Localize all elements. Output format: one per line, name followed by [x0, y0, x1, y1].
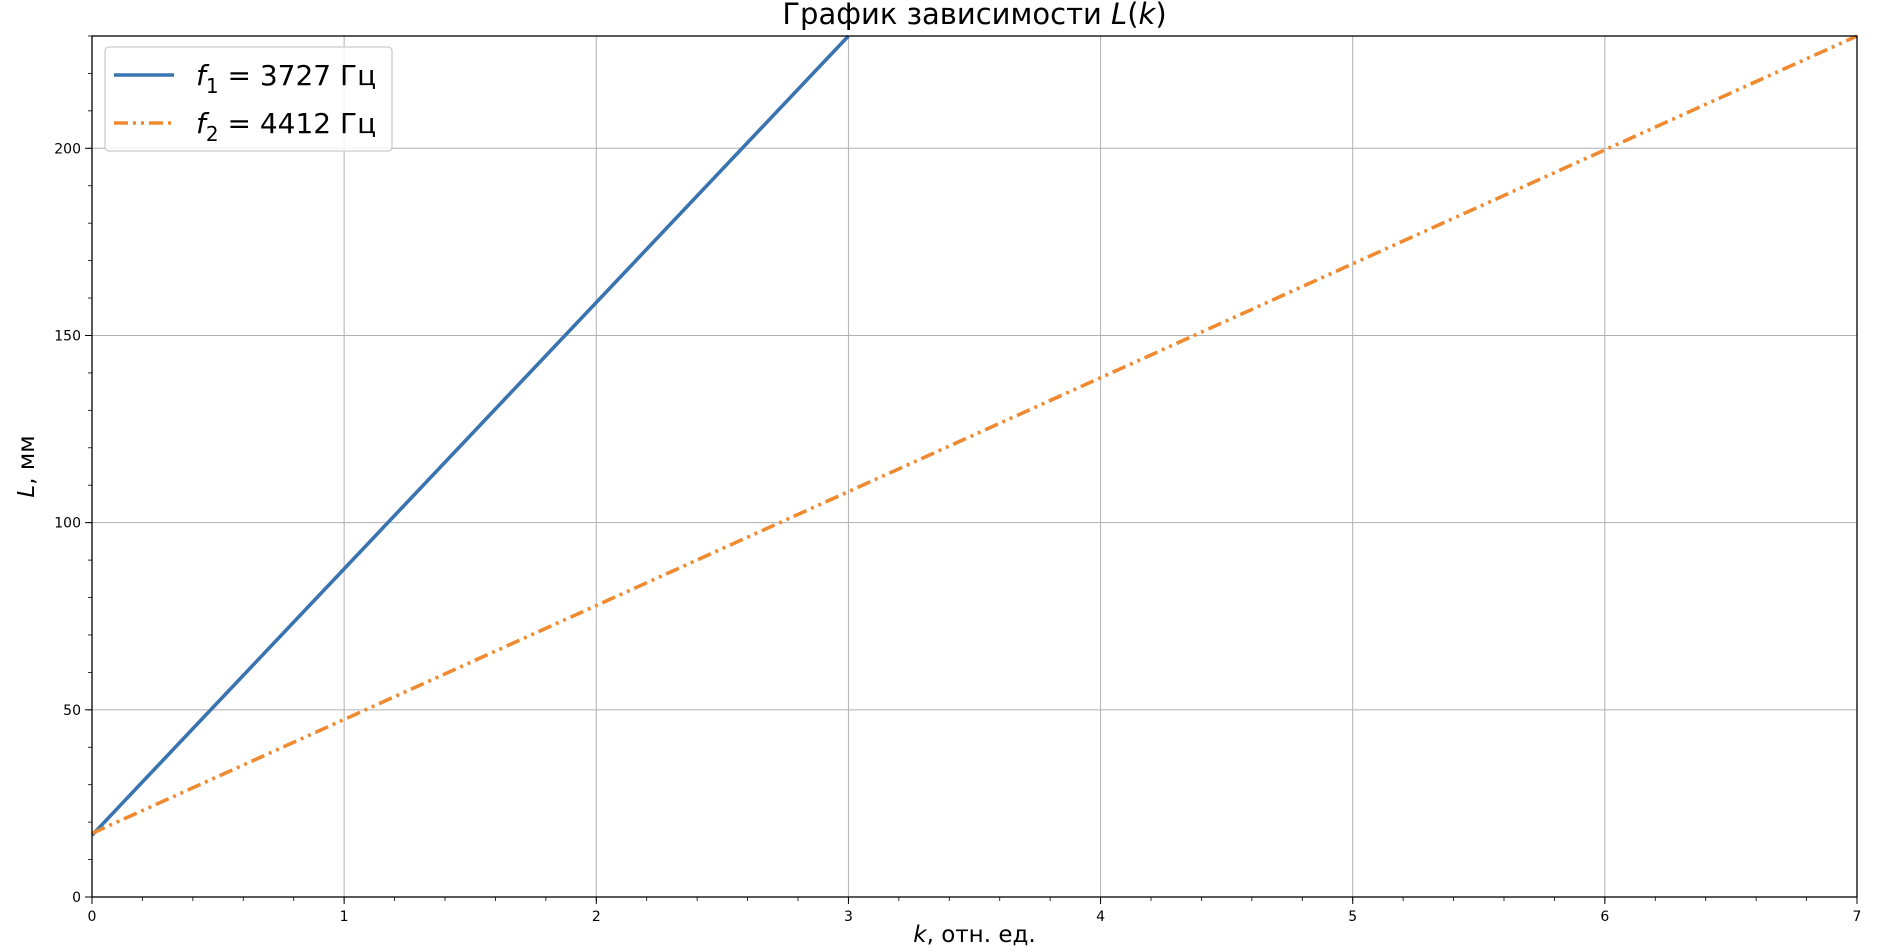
y-tick-label: 100 — [54, 516, 81, 532]
legend-entry-f1: f1 = 3727 Гц — [196, 59, 376, 98]
x-axis-label: k, отн. ед. — [913, 922, 1035, 948]
x-tick-label: 4 — [1096, 909, 1105, 925]
x-tick-label: 3 — [844, 909, 853, 925]
series-line-f2 — [91, 34, 1858, 836]
legend-box — [104, 46, 393, 152]
x-tick-label: 2 — [592, 909, 601, 925]
chart-title: График зависимости L(k) — [782, 0, 1166, 31]
x-tick-label: 6 — [1600, 909, 1609, 925]
x-tick-label: 1 — [340, 909, 349, 925]
x-tick-label: 7 — [1853, 909, 1862, 925]
y-tick-label: 50 — [63, 703, 81, 719]
grid-lines — [91, 36, 1858, 898]
legend: f1 = 3727 Гц f2 = 4412 Гц — [104, 46, 393, 152]
y-tick-label: 200 — [54, 141, 81, 157]
y-tick-label: 0 — [72, 890, 81, 906]
x-tick-label: 0 — [88, 909, 97, 925]
y-axis-label: L, мм — [14, 435, 40, 497]
series-layer — [90, 34, 1858, 837]
x-tick-label: 5 — [1348, 909, 1357, 925]
series-line-f1 — [90, 34, 850, 837]
y-tick-label: 150 — [54, 328, 81, 344]
plot-frame — [91, 35, 1858, 898]
axis-ticks: 0 1 2 3 4 5 6 7 0 50 100 150 200 — [54, 35, 1862, 925]
